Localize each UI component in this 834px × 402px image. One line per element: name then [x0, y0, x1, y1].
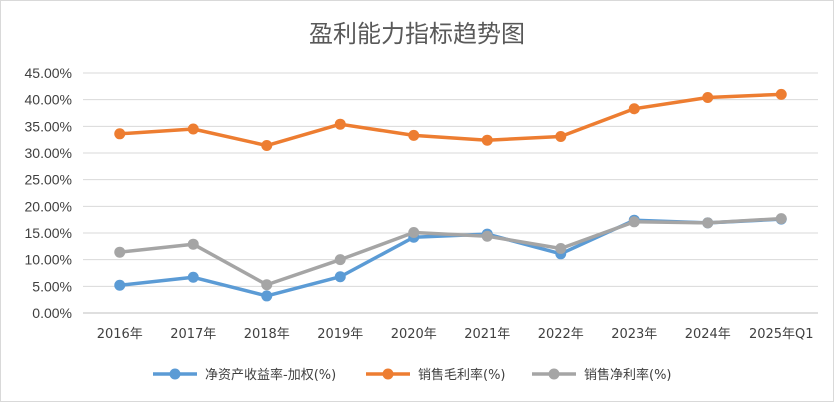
- data-point: [702, 217, 714, 229]
- series-2: [114, 88, 787, 152]
- legend-label: 销售净利率(%): [584, 367, 672, 383]
- legend: 净资产收益率-加权(%) 销售毛利率(%) 销售净利率(%): [153, 367, 672, 383]
- data-point: [334, 271, 346, 283]
- x-tick-label: 2017年: [170, 327, 216, 342]
- legend-item: 净资产收益率-加权(%): [153, 367, 336, 383]
- y-tick-label: 20.00%: [25, 198, 72, 214]
- x-tick-label: 2025年Q1: [749, 327, 814, 342]
- data-point: [408, 226, 420, 238]
- x-axis-ticks: 2016年 2017年 2018年 2019年 2020年 2021年 2022年 2023年…: [97, 327, 814, 342]
- data-point: [334, 118, 346, 130]
- data-point: [555, 242, 567, 254]
- data-point: [261, 279, 273, 291]
- data-point: [334, 254, 346, 266]
- y-tick-label: 35.00%: [25, 118, 72, 134]
- data-point: [114, 246, 126, 258]
- data-point: [628, 103, 640, 115]
- y-tick-label: 30.00%: [25, 145, 72, 161]
- series-lines: [114, 88, 787, 302]
- legend-swatch-marker: [382, 368, 394, 380]
- data-point: [261, 140, 273, 152]
- x-tick-label: 2016年: [97, 327, 143, 342]
- y-tick-label: 0.00%: [32, 305, 72, 321]
- legend-swatch-marker: [548, 368, 560, 380]
- grid-lines: [83, 72, 818, 314]
- data-point: [481, 230, 493, 242]
- data-point: [187, 271, 199, 283]
- y-tick-label: 10.00%: [25, 252, 72, 268]
- data-point: [555, 130, 567, 142]
- y-tick-label: 15.00%: [25, 225, 72, 241]
- data-point: [114, 128, 126, 140]
- y-tick-label: 25.00%: [25, 172, 72, 188]
- data-point: [481, 134, 493, 146]
- data-point: [187, 238, 199, 250]
- data-point: [114, 279, 126, 291]
- legend-item: 销售净利率(%): [532, 367, 672, 383]
- data-point: [775, 88, 787, 100]
- data-point: [408, 129, 420, 141]
- data-point: [187, 123, 199, 135]
- x-tick-label: 2021年: [464, 327, 510, 342]
- data-point: [261, 290, 273, 302]
- legend-item: 销售毛利率(%): [366, 367, 506, 383]
- series-line: [118, 216, 783, 287]
- legend-label: 净资产收益率-加权(%): [205, 367, 336, 383]
- legend-swatch-marker: [169, 368, 181, 380]
- x-tick-label: 2020年: [391, 327, 437, 342]
- data-point: [628, 216, 640, 228]
- x-tick-label: 2023年: [611, 327, 657, 342]
- y-axis-ticks: 0.00% 5.00% 10.00% 15.00% 20.00% 25.00% 30.00%…: [25, 65, 72, 321]
- legend-label: 销售毛利率(%): [418, 367, 506, 383]
- y-tick-label: 40.00%: [25, 92, 72, 108]
- x-tick-label: 2024年: [685, 327, 731, 342]
- series-3: [114, 213, 787, 291]
- data-point: [775, 213, 787, 225]
- y-tick-label: 5.00%: [32, 278, 72, 294]
- data-point: [702, 92, 714, 104]
- x-tick-label: 2018年: [244, 327, 290, 342]
- x-tick-label: 2019年: [317, 327, 363, 342]
- y-tick-label: 45.00%: [25, 65, 72, 81]
- chart-title: 盈利能力指标趋势图: [309, 20, 525, 48]
- series-line: [118, 92, 783, 148]
- x-tick-label: 2022年: [538, 327, 584, 342]
